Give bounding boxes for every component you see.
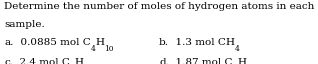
Text: 10: 10 xyxy=(104,45,114,53)
Text: 1.3 mol C: 1.3 mol C xyxy=(169,38,226,47)
Text: 4: 4 xyxy=(90,45,95,53)
Text: H: H xyxy=(95,38,104,47)
Text: sample.: sample. xyxy=(4,20,45,30)
Text: a.: a. xyxy=(4,38,13,47)
Text: 0.0885 mol C: 0.0885 mol C xyxy=(13,38,90,47)
Text: H: H xyxy=(226,38,235,47)
Text: H: H xyxy=(237,58,246,64)
Text: 4: 4 xyxy=(235,45,240,53)
Text: Determine the number of moles of hydrogen atoms in each: Determine the number of moles of hydroge… xyxy=(4,2,315,11)
Text: 2.4 mol C: 2.4 mol C xyxy=(13,58,70,64)
Text: H: H xyxy=(75,58,84,64)
Text: 1.87 mol C: 1.87 mol C xyxy=(169,58,232,64)
Text: d.: d. xyxy=(159,58,169,64)
Text: c.: c. xyxy=(4,58,13,64)
Text: b.: b. xyxy=(159,38,169,47)
